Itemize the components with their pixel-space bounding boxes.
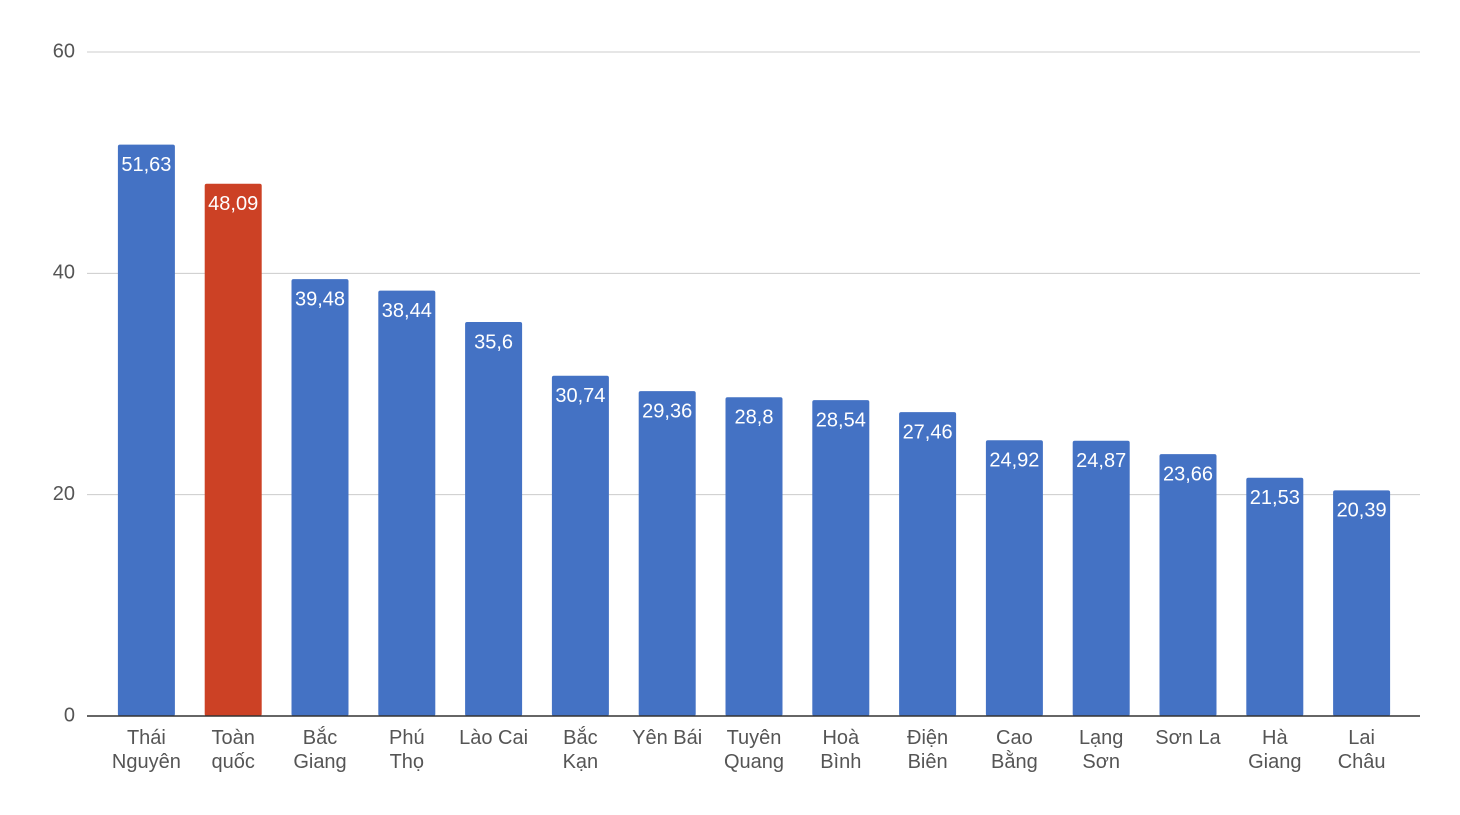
data-label: 38,44 xyxy=(382,300,432,322)
x-tick-label: Tuyên Quang xyxy=(724,727,784,773)
x-tick-label: Cao Bằng xyxy=(991,727,1038,773)
data-label: 21,53 xyxy=(1250,487,1300,509)
data-label: 23,66 xyxy=(1163,463,1213,485)
y-tick-label: 40 xyxy=(53,262,75,284)
x-tick-label: Lai Châu xyxy=(1338,727,1386,773)
bar xyxy=(378,290,436,716)
data-label: 24,87 xyxy=(1076,450,1126,472)
bar xyxy=(465,322,523,716)
x-tick-label: Thái Nguyên xyxy=(112,727,181,773)
bar xyxy=(551,375,609,716)
bar xyxy=(1072,440,1130,716)
x-tick-label: Phú Thọ xyxy=(389,727,425,773)
x-tick-label: Điện Biên xyxy=(907,727,948,773)
data-label: 28,54 xyxy=(816,409,866,431)
bar xyxy=(1159,454,1217,716)
data-label: 28,8 xyxy=(735,407,774,429)
bar xyxy=(204,183,262,716)
x-tick-label: Bắc Giang xyxy=(293,726,346,773)
data-label: 51,63 xyxy=(121,154,171,176)
x-tick-label: Bắc Kạn xyxy=(563,726,599,773)
bar xyxy=(291,279,349,716)
data-label: 27,46 xyxy=(903,421,953,443)
bar xyxy=(725,397,783,716)
data-label: 35,6 xyxy=(474,331,513,353)
x-tick-label: Lào Cai xyxy=(459,727,528,749)
data-label: 20,39 xyxy=(1337,500,1387,522)
data-label: 30,74 xyxy=(555,385,605,407)
x-tick-label: Hà Giang xyxy=(1248,727,1301,773)
data-label: 48,09 xyxy=(208,193,258,215)
bar xyxy=(638,391,696,716)
bar xyxy=(1246,477,1304,716)
bar xyxy=(812,400,870,716)
data-label: 29,36 xyxy=(642,400,692,422)
x-tick-label: Sơn La xyxy=(1155,727,1221,749)
y-tick-label: 20 xyxy=(53,483,75,505)
x-tick-label: Hoà Bình xyxy=(820,727,861,773)
bar xyxy=(117,144,175,717)
x-tick-label: Toàn quốc xyxy=(212,727,255,773)
y-tick-label: 0 xyxy=(64,704,75,726)
data-label: 24,92 xyxy=(989,449,1039,471)
bar xyxy=(899,412,957,716)
y-tick-label: 60 xyxy=(53,40,75,62)
bar xyxy=(985,440,1043,716)
x-tick-label: Lạng Sơn xyxy=(1079,727,1124,773)
bar xyxy=(1333,490,1391,716)
x-tick-label: Yên Bái xyxy=(632,727,702,749)
data-label: 39,48 xyxy=(295,288,345,310)
